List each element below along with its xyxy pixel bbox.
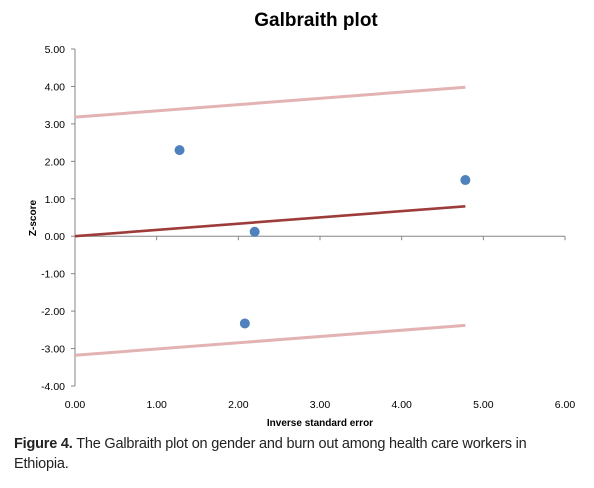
caption-label: Figure 4. — [14, 436, 73, 452]
galbraith-chart: Galbraith plot -4.00 -3.00 -2.00 -1.00 0.00 1… — [28, 10, 576, 429]
y-tick-label: -1.00 — [41, 269, 65, 281]
data-point — [249, 226, 260, 237]
x-tick-label: 6.00 — [555, 399, 576, 411]
chart-title: Galbraith plot — [254, 10, 378, 31]
y-tick-label: 3.00 — [45, 119, 66, 131]
y-tick-label: 5.00 — [45, 44, 66, 56]
x-tick-label: 5.00 — [473, 399, 494, 411]
y-tick-label: -2.00 — [41, 306, 65, 318]
x-tick-label: 0.00 — [65, 399, 86, 411]
y-tick-label: 4.00 — [45, 81, 66, 93]
x-axis-title: Inverse standard error — [267, 418, 373, 429]
y-tick-label: -4.00 — [41, 381, 65, 393]
x-tick-label: 2.00 — [228, 399, 249, 411]
lower-bound-line — [74, 323, 466, 357]
y-tick-label: -3.00 — [41, 344, 65, 356]
upper-bound-line — [74, 85, 466, 119]
y-tick-label: 0.00 — [45, 231, 66, 243]
regression-line — [74, 204, 466, 238]
caption-text: The Galbraith plot on gender and burn ou… — [14, 436, 527, 472]
data-point — [460, 175, 471, 186]
chart-svg: Galbraith plot -4.00 -3.00 -2.00 -1.00 0.00 1… — [28, 10, 576, 429]
y-axis-title: Z-score — [28, 200, 39, 237]
data-point — [239, 318, 250, 329]
figure-caption: Figure 4. The Galbraith plot on gender a… — [14, 434, 580, 474]
x-tick-label: 3.00 — [310, 399, 331, 411]
y-tick-label: 1.00 — [45, 194, 66, 206]
y-tick-label: 2.00 — [45, 156, 66, 168]
x-tick-label: 4.00 — [391, 399, 412, 411]
x-tick-label: 1.00 — [146, 399, 167, 411]
data-point — [174, 145, 185, 156]
